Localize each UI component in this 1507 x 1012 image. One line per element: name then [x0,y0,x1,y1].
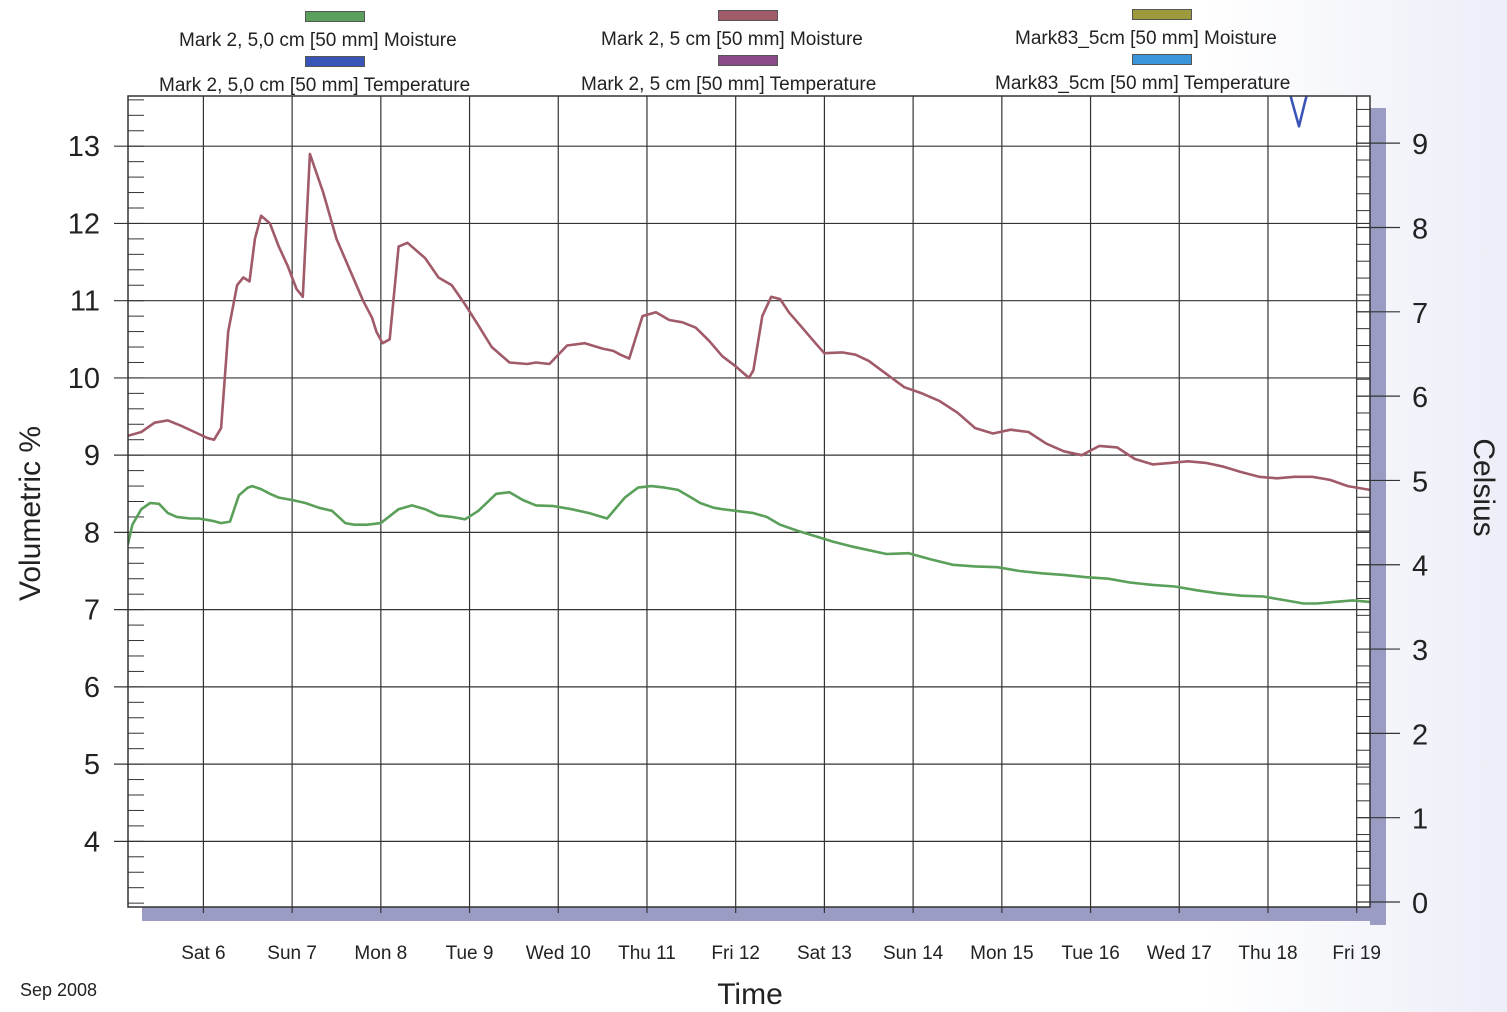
series-line-3 [1289,96,1308,128]
y2-tick-label: 6 [1412,382,1428,414]
y-tick-label: 13 [68,131,100,163]
y2-tick-label: 5 [1412,466,1428,498]
legend-label-series-5: Mark83_5cm [50 mm] Temperature [995,73,1291,94]
y2-tick-label: 2 [1412,719,1428,751]
x-tick-label: Sat 13 [797,943,852,964]
y-tick-label: 10 [68,363,100,395]
y2-tick-label: 3 [1412,635,1428,667]
y2-axis-label: Celsius [1467,438,1500,536]
plot-shadow-right [1370,108,1386,925]
y-tick-label: 12 [68,208,100,240]
y2-axis-ticks: 0 1 2 3 4 5 6 7 8 9 [1356,129,1428,920]
legend-swatch-series-2 [1132,9,1192,20]
y-axis-ticks: 4 5 6 7 8 9 10 11 12 13 [68,131,100,858]
legend-swatch-series-1 [718,10,778,21]
y-tick-label: 5 [84,749,100,781]
legend-swatch-series-3 [305,56,365,67]
y-axis-label: Volumetric % [14,426,47,601]
x-tick-label: Fri 12 [711,943,760,964]
x-tick-label: Sun 7 [267,943,317,964]
y-tick-label: 7 [84,595,100,627]
y-tick-label: 6 [84,672,100,704]
legend-label-series-1: Mark 2, 5 cm [50 mm] Moisture [601,29,863,50]
series-line-1 [128,152,1370,492]
plot-frame [127,95,1371,908]
grid [114,96,1370,913]
y2-tick-label: 1 [1412,804,1428,836]
x-tick-label: Wed 17 [1147,943,1212,964]
x-tick-label: Tue 16 [1061,943,1119,964]
legend-swatch-series-4 [718,55,778,66]
legend-label-series-3: Mark 2, 5,0 cm [50 mm] Temperature [159,75,471,96]
x-axis-ticks: Sat 6 Sun 7 Mon 8 Tue 9 Wed 10 Thu 11 Fri 12 Sa… [181,943,1381,964]
x-tick-label: Fri 19 [1332,943,1381,964]
y2-tick-label: 0 [1412,888,1428,920]
plot-area [128,96,1370,907]
date-caption: Sep 2008 [20,980,97,1000]
legend-label-series-0: Mark 2, 5,0 cm [50 mm] Moisture [179,30,457,51]
y-tick-label: 9 [84,440,100,472]
x-axis-label: Time [717,978,783,1011]
x-tick-label: Mon 8 [354,943,407,964]
y2-tick-label: 9 [1412,129,1428,161]
y-tick-label: 8 [84,517,100,549]
legend-label-series-2: Mark83_5cm [50 mm] Moisture [1015,28,1277,49]
x-tick-label: Sat 6 [181,943,225,964]
x-tick-label: Mon 15 [970,943,1033,964]
legend-label-series-4: Mark 2, 5 cm [50 mm] Temperature [581,74,877,95]
y2-tick-label: 7 [1412,298,1428,330]
x-tick-label: Tue 9 [446,943,494,964]
y-tick-label: 11 [70,286,100,318]
y2-tick-label: 4 [1412,551,1428,583]
legend-swatch-series-5 [1132,54,1192,65]
series-lines [128,96,1370,605]
x-tick-label: Wed 10 [526,943,591,964]
x-tick-label: Thu 11 [618,943,676,964]
x-tick-label: Sun 14 [883,943,944,964]
x-tick-label: Thu 18 [1238,943,1297,964]
plot-shadow-bottom [142,907,1386,921]
y2-tick-label: 8 [1412,213,1428,245]
series-line-0 [128,484,1370,605]
legend-swatch-series-0 [305,11,365,22]
y-tick-label: 4 [84,826,100,858]
